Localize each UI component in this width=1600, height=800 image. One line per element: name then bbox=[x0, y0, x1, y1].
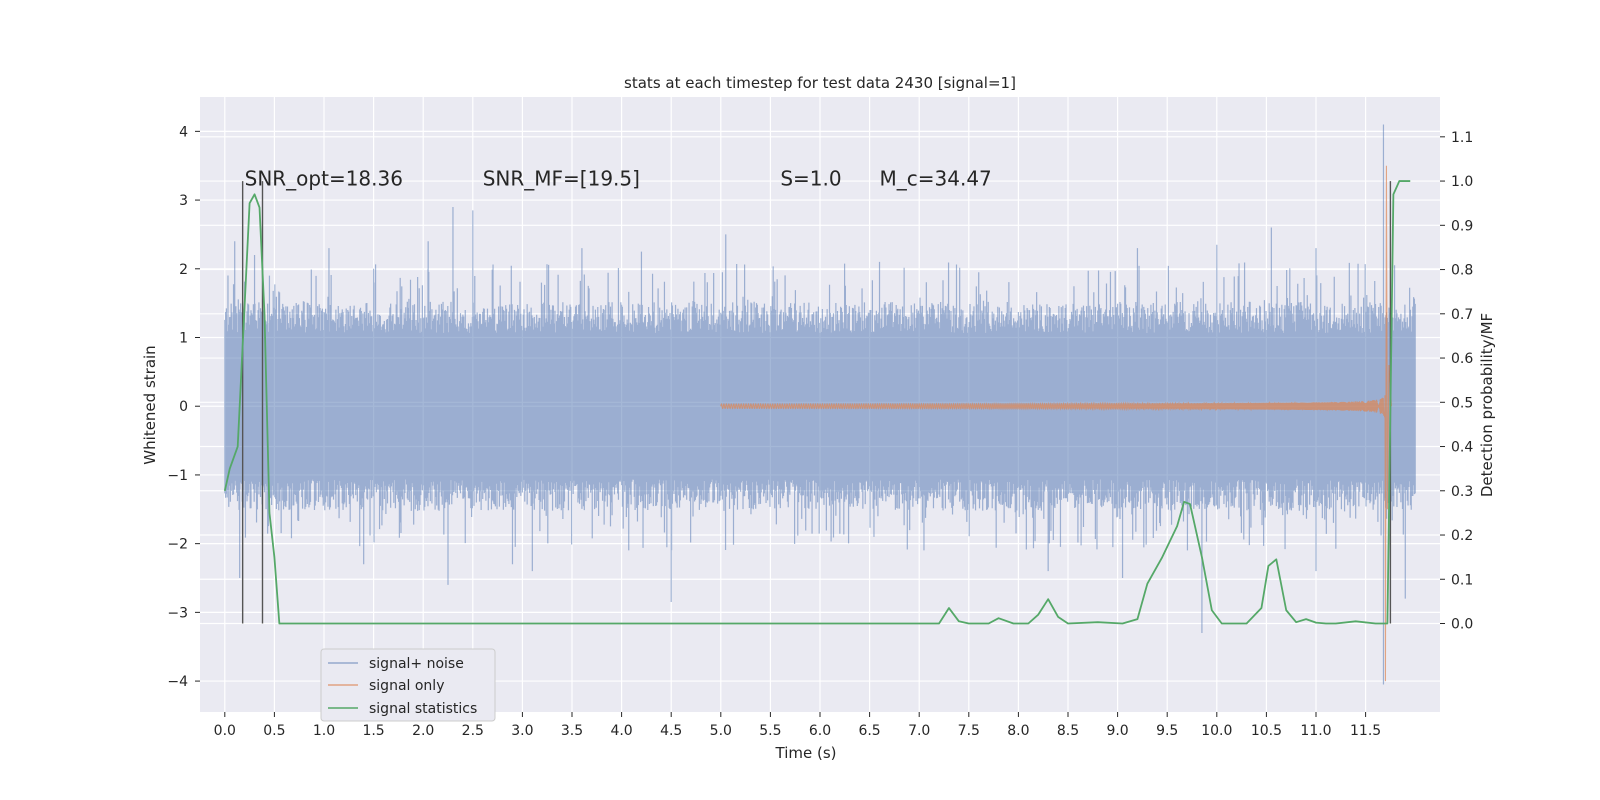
y-right-tick-label: 0.5 bbox=[1451, 395, 1473, 411]
y-left-tick-label: −1 bbox=[167, 468, 188, 484]
x-tick-label: 11.0 bbox=[1300, 723, 1331, 739]
x-tick-label: 5.0 bbox=[710, 723, 732, 739]
series-signal-statistics bbox=[223, 180, 1411, 625]
y-left-tick-label: 0 bbox=[179, 399, 188, 415]
series-signal-only bbox=[720, 165, 1392, 682]
x-tick-label: 7.0 bbox=[908, 723, 930, 739]
x-tick-label: 1.0 bbox=[313, 723, 335, 739]
x-tick-label: 2.5 bbox=[462, 723, 484, 739]
x-tick-label: 0.5 bbox=[263, 723, 285, 739]
legend: signal+ noise signal only signal statist… bbox=[320, 648, 496, 722]
y-left-tick-label: 4 bbox=[179, 124, 188, 140]
legend-label-signal-only: signal only bbox=[369, 678, 444, 694]
x-tick-label: 3.0 bbox=[511, 723, 533, 739]
y-right-tick-label: 1.1 bbox=[1451, 130, 1473, 146]
y-axis-right: 0.0 0.1 0.2 0.3 0.4 0.5 0.6 0.7 0.8 0.9 1.0 1.1 bbox=[1440, 130, 1473, 633]
y-left-tick-label: 1 bbox=[179, 331, 188, 347]
y-left-tick-label: −2 bbox=[167, 537, 188, 553]
legend-box bbox=[320, 648, 496, 722]
plot-area bbox=[223, 124, 1416, 685]
x-tick-label: 6.5 bbox=[858, 723, 880, 739]
x-tick-label: 11.5 bbox=[1350, 723, 1381, 739]
x-tick-label: 2.0 bbox=[412, 723, 434, 739]
annotations: SNR_opt=18.36 SNR_MF=[19.5] S=1.0 M_c=34.47 bbox=[245, 166, 992, 190]
x-tick-label: 3.5 bbox=[561, 723, 583, 739]
annotation-1: SNR_MF=[19.5] bbox=[483, 166, 640, 190]
x-tick-label: 4.5 bbox=[660, 723, 682, 739]
legend-label-signal-noise: signal+ noise bbox=[369, 656, 464, 672]
y-right-tick-label: 0.8 bbox=[1451, 263, 1473, 279]
chart-title: stats at each timestep for test data 243… bbox=[624, 74, 1016, 92]
annotation-0: SNR_opt=18.36 bbox=[245, 166, 403, 190]
y-axis-right-title: Detection probability/MF bbox=[1478, 313, 1496, 497]
x-axis-title: Time (s) bbox=[775, 744, 837, 762]
annotation-3: M_c=34.47 bbox=[880, 166, 992, 190]
x-tick-label: 8.5 bbox=[1057, 723, 1079, 739]
annotation-2: S=1.0 bbox=[780, 166, 841, 190]
x-tick-label: 5.5 bbox=[759, 723, 781, 739]
y-right-tick-label: 0.1 bbox=[1451, 572, 1473, 588]
y-right-tick-label: 0.0 bbox=[1451, 617, 1473, 633]
y-right-tick-label: 0.9 bbox=[1451, 218, 1473, 234]
x-tick-label: 0.0 bbox=[214, 723, 236, 739]
x-tick-label: 9.0 bbox=[1106, 723, 1128, 739]
y-right-tick-label: 0.2 bbox=[1451, 528, 1473, 544]
y-right-tick-label: 0.6 bbox=[1451, 351, 1473, 367]
x-tick-label: 4.0 bbox=[610, 723, 632, 739]
x-axis: 0.0 0.5 1.0 1.5 2.0 2.5 3.0 3.5 4.0 4.5 5.0 5.5 6.0 6… bbox=[214, 712, 1381, 739]
series-signal-noise bbox=[224, 124, 1416, 685]
y-right-tick-label: 1.0 bbox=[1451, 174, 1473, 190]
y-left-tick-label: 2 bbox=[179, 262, 188, 278]
y-axis-left: −4 −3 −2 −1 0 1 2 3 4 bbox=[167, 124, 200, 690]
x-tick-label: 10.0 bbox=[1201, 723, 1232, 739]
x-tick-label: 10.5 bbox=[1251, 723, 1282, 739]
x-tick-label: 1.5 bbox=[362, 723, 384, 739]
y-axis-left-title: Whitened strain bbox=[141, 345, 159, 464]
y-right-tick-label: 0.3 bbox=[1451, 484, 1473, 500]
x-tick-label: 6.0 bbox=[809, 723, 831, 739]
x-tick-label: 9.5 bbox=[1156, 723, 1178, 739]
y-right-tick-label: 0.4 bbox=[1451, 440, 1473, 456]
y-left-tick-label: 3 bbox=[179, 193, 188, 209]
x-tick-label: 8.0 bbox=[1007, 723, 1029, 739]
legend-label-signal-statistics: signal statistics bbox=[369, 701, 477, 717]
y-left-tick-label: −4 bbox=[167, 674, 188, 690]
y-left-tick-label: −3 bbox=[167, 605, 188, 621]
x-tick-label: 7.5 bbox=[958, 723, 980, 739]
y-right-tick-label: 0.7 bbox=[1451, 307, 1473, 323]
